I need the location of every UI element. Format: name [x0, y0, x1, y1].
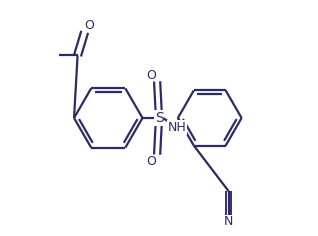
Text: S: S — [155, 111, 163, 125]
Text: NH: NH — [167, 121, 186, 134]
Text: O: O — [85, 19, 94, 33]
Text: O: O — [146, 155, 156, 168]
Text: N: N — [224, 215, 233, 228]
Text: O: O — [146, 69, 156, 82]
